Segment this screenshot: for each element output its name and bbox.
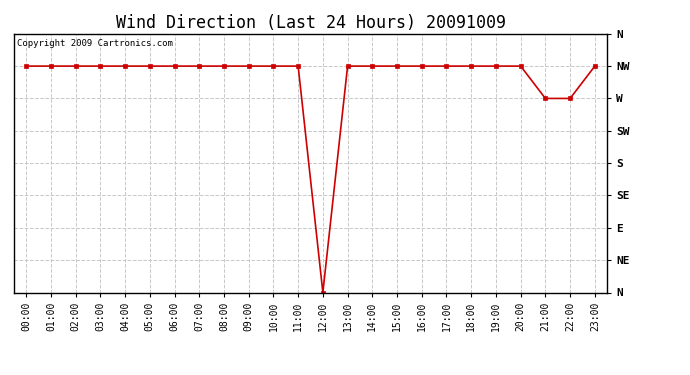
- Title: Wind Direction (Last 24 Hours) 20091009: Wind Direction (Last 24 Hours) 20091009: [115, 14, 506, 32]
- Text: Copyright 2009 Cartronics.com: Copyright 2009 Cartronics.com: [17, 39, 172, 48]
